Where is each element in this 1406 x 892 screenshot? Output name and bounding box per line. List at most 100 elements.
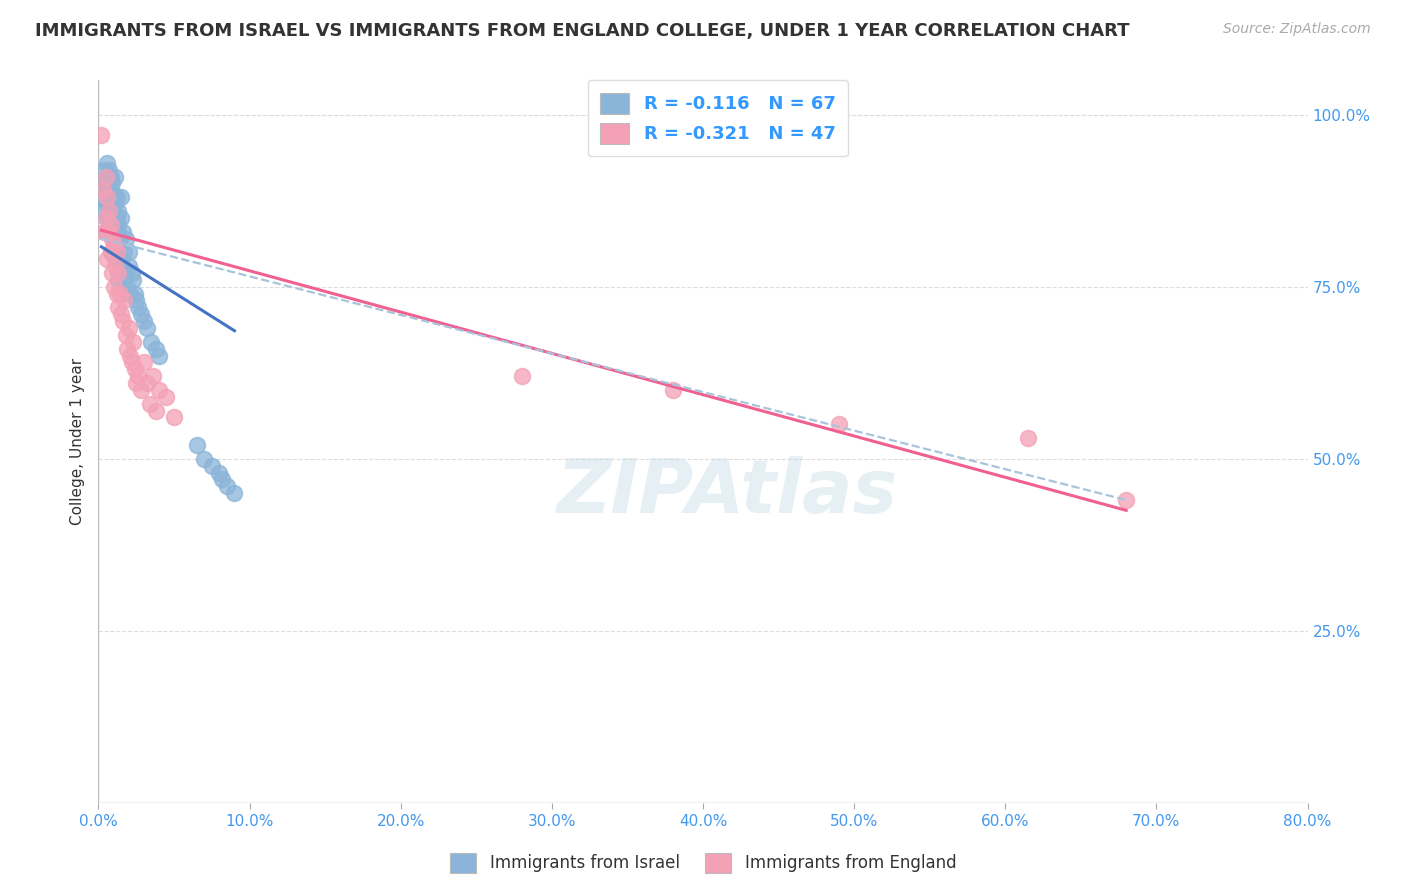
Point	[108, 259, 131, 273]
Point	[100, 218, 122, 232]
Point	[145, 342, 167, 356]
Point	[148, 383, 170, 397]
Point	[110, 307, 132, 321]
Point	[135, 376, 157, 390]
Point	[111, 273, 134, 287]
Point	[98, 204, 121, 219]
Point	[94, 183, 117, 197]
Point	[93, 225, 115, 239]
Point	[118, 321, 141, 335]
Point	[107, 218, 129, 232]
Point	[828, 417, 851, 432]
Point	[125, 293, 148, 308]
Point	[186, 438, 208, 452]
Point	[661, 383, 683, 397]
Point	[108, 286, 131, 301]
Point	[135, 321, 157, 335]
Point	[129, 383, 152, 397]
Point	[94, 169, 117, 184]
Point	[101, 231, 124, 245]
Legend: Immigrants from Israel, Immigrants from England: Immigrants from Israel, Immigrants from …	[443, 847, 963, 880]
Point	[98, 218, 121, 232]
Point	[112, 245, 135, 260]
Point	[90, 190, 112, 204]
Point	[139, 397, 162, 411]
Point	[103, 218, 125, 232]
Point	[104, 169, 127, 184]
Point	[96, 197, 118, 211]
Point	[98, 162, 121, 177]
Point	[141, 334, 163, 349]
Point	[105, 190, 128, 204]
Point	[107, 273, 129, 287]
Point	[104, 252, 127, 267]
Point	[107, 204, 129, 219]
Point	[111, 314, 134, 328]
Point	[114, 231, 136, 245]
Point	[118, 259, 141, 273]
Point	[100, 169, 122, 184]
Point	[112, 293, 135, 308]
Point	[105, 245, 128, 260]
Point	[132, 314, 155, 328]
Text: ZIPAtlas: ZIPAtlas	[557, 456, 898, 529]
Point	[110, 211, 132, 225]
Point	[93, 162, 115, 177]
Point	[104, 259, 127, 273]
Point	[103, 279, 125, 293]
Point	[110, 190, 132, 204]
Point	[98, 225, 121, 239]
Point	[107, 301, 129, 315]
Point	[118, 245, 141, 260]
Point	[107, 266, 129, 280]
Point	[510, 369, 533, 384]
Point	[145, 403, 167, 417]
Point	[1115, 493, 1137, 508]
Point	[93, 204, 115, 219]
Point	[1017, 431, 1039, 445]
Point	[100, 211, 122, 225]
Point	[103, 238, 125, 252]
Point	[111, 225, 134, 239]
Point	[215, 479, 238, 493]
Point	[122, 273, 145, 287]
Point	[105, 286, 128, 301]
Point	[224, 486, 246, 500]
Legend: R = -0.116   N = 67, R = -0.321   N = 47: R = -0.116 N = 67, R = -0.321 N = 47	[588, 80, 848, 156]
Point	[96, 252, 118, 267]
Point	[201, 458, 224, 473]
Point	[132, 355, 155, 369]
Point	[120, 349, 142, 363]
Point	[129, 307, 152, 321]
Point	[124, 362, 146, 376]
Point	[163, 410, 186, 425]
Point	[127, 301, 149, 315]
Point	[124, 286, 146, 301]
Point	[208, 466, 231, 480]
Point	[148, 349, 170, 363]
Point	[94, 169, 117, 184]
Point	[91, 183, 114, 197]
Text: IMMIGRANTS FROM ISRAEL VS IMMIGRANTS FROM ENGLAND COLLEGE, UNDER 1 YEAR CORRELAT: IMMIGRANTS FROM ISRAEL VS IMMIGRANTS FRO…	[35, 22, 1129, 40]
Point	[94, 211, 117, 225]
Point	[101, 197, 124, 211]
Point	[110, 252, 132, 267]
Point	[96, 211, 118, 225]
Point	[100, 245, 122, 260]
Point	[114, 266, 136, 280]
Point	[101, 266, 124, 280]
Point	[142, 369, 165, 384]
Point	[121, 266, 143, 280]
Point	[101, 225, 124, 239]
Point	[100, 183, 122, 197]
Point	[105, 225, 128, 239]
Point	[96, 190, 118, 204]
Point	[103, 190, 125, 204]
Point	[103, 204, 125, 219]
Point	[114, 327, 136, 342]
Point	[193, 451, 215, 466]
Point	[105, 245, 128, 260]
Point	[98, 204, 121, 219]
Point	[155, 390, 177, 404]
Point	[121, 355, 143, 369]
